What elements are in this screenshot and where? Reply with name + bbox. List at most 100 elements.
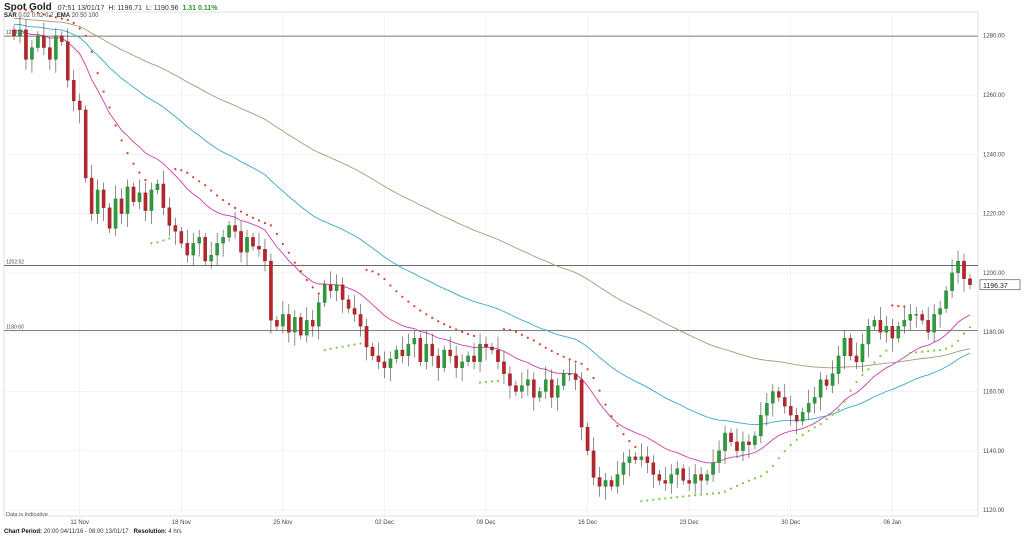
- candle-body: [496, 349, 500, 362]
- candle-body: [657, 474, 662, 481]
- sar-label[interactable]: SAR: [4, 13, 17, 19]
- sar-dot: [526, 336, 529, 339]
- candle-body: [848, 337, 853, 357]
- sar-dot: [192, 176, 195, 179]
- candle-body: [842, 337, 847, 357]
- sar-dot: [652, 498, 655, 501]
- candle-body: [621, 462, 626, 475]
- sar-dot: [84, 34, 87, 37]
- sar-dot: [592, 376, 595, 380]
- sar-dot: [771, 464, 774, 468]
- sar-dot: [903, 305, 906, 308]
- candle-body: [107, 207, 112, 229]
- candle-body: [812, 397, 817, 404]
- current-price-box: [979, 279, 1021, 291]
- sar-dot: [472, 334, 476, 338]
- sar-dot: [873, 361, 876, 364]
- candle-body: [777, 391, 781, 398]
- candle-body: [938, 308, 942, 315]
- sar-dot: [735, 484, 739, 487]
- candle-body: [448, 349, 452, 357]
- header-high: H: 1196.71: [108, 5, 143, 12]
- sar-dot: [359, 342, 362, 345]
- sar-dot: [293, 261, 296, 264]
- candle-body: [239, 231, 243, 253]
- sar-dot: [580, 362, 583, 365]
- sar-dot: [263, 221, 267, 225]
- sar-dot: [682, 495, 685, 498]
- sar-dot: [377, 273, 380, 276]
- sar-dot: [962, 332, 966, 335]
- candle-body: [944, 290, 948, 309]
- candle-body: [800, 412, 805, 422]
- sar-params: 0.02 0.02 0.2: [18, 13, 54, 19]
- candle-body: [950, 272, 954, 291]
- sar-dot: [759, 475, 762, 478]
- sar-dot: [801, 433, 804, 437]
- candle-body: [370, 346, 375, 357]
- sar-dot: [502, 328, 506, 331]
- sar-dot: [281, 242, 284, 246]
- candle-body: [71, 80, 76, 102]
- x-tick-label: 09 Dec: [477, 520, 496, 526]
- candle-body: [818, 379, 823, 398]
- sar-dot: [186, 171, 189, 174]
- sar-dot: [329, 347, 332, 350]
- y-tick-label: 1200.00: [983, 271, 1005, 277]
- sar-dot: [777, 457, 780, 460]
- candle-body: [771, 391, 775, 404]
- y-tick-label: 1280.00: [983, 34, 1005, 40]
- candle-body: [101, 189, 106, 208]
- candle-body: [908, 314, 913, 321]
- candle-body: [269, 260, 273, 321]
- sar-dot: [30, 10, 34, 13]
- candle-body: [215, 243, 219, 256]
- candle-body: [549, 379, 554, 398]
- candle-body: [956, 260, 960, 274]
- candle-body: [932, 314, 936, 333]
- candle-body: [968, 278, 972, 285]
- candle-body: [699, 474, 703, 481]
- header-low: L: 1190.96: [145, 5, 179, 12]
- candle-body: [555, 385, 560, 398]
- sar-dot: [323, 348, 326, 352]
- sar-dot: [741, 482, 745, 485]
- ema-label[interactable]: EMA: [56, 13, 71, 19]
- candle-body: [902, 320, 907, 327]
- candle-body: [765, 403, 769, 416]
- sar-dot: [156, 241, 159, 244]
- candle-body: [860, 343, 865, 362]
- plot-frame: [3, 11, 979, 517]
- candle-body: [896, 326, 901, 339]
- sar-dot: [562, 355, 565, 358]
- sar-dot: [610, 415, 613, 418]
- candle-body: [233, 225, 237, 232]
- level-label: 1180.60: [6, 324, 24, 330]
- sar-dot: [723, 490, 727, 493]
- sar-dot: [257, 219, 261, 222]
- candle-body: [394, 349, 399, 360]
- sar-dot: [114, 124, 117, 127]
- candle-body: [358, 314, 363, 327]
- sar-dot: [921, 350, 924, 353]
- y-tick-label: 1120.00: [983, 508, 1005, 514]
- candle-body: [633, 456, 638, 460]
- candle-body: [645, 456, 650, 463]
- candle-body: [729, 432, 733, 443]
- candle-body: [364, 326, 369, 348]
- sar-dot: [819, 422, 822, 426]
- ema-50-line: [13, 23, 971, 426]
- sar-dot: [347, 344, 350, 347]
- candle-body: [316, 302, 321, 327]
- candle-body: [42, 35, 46, 48]
- candle-body: [83, 109, 88, 179]
- sar-dot: [96, 72, 99, 75]
- sar-dot: [968, 326, 972, 329]
- candle-body: [830, 373, 835, 386]
- candle-body: [782, 397, 787, 407]
- sar-dot: [455, 328, 458, 331]
- candle-body: [520, 385, 524, 392]
- sar-dot: [66, 18, 69, 21]
- sar-dot: [138, 171, 141, 174]
